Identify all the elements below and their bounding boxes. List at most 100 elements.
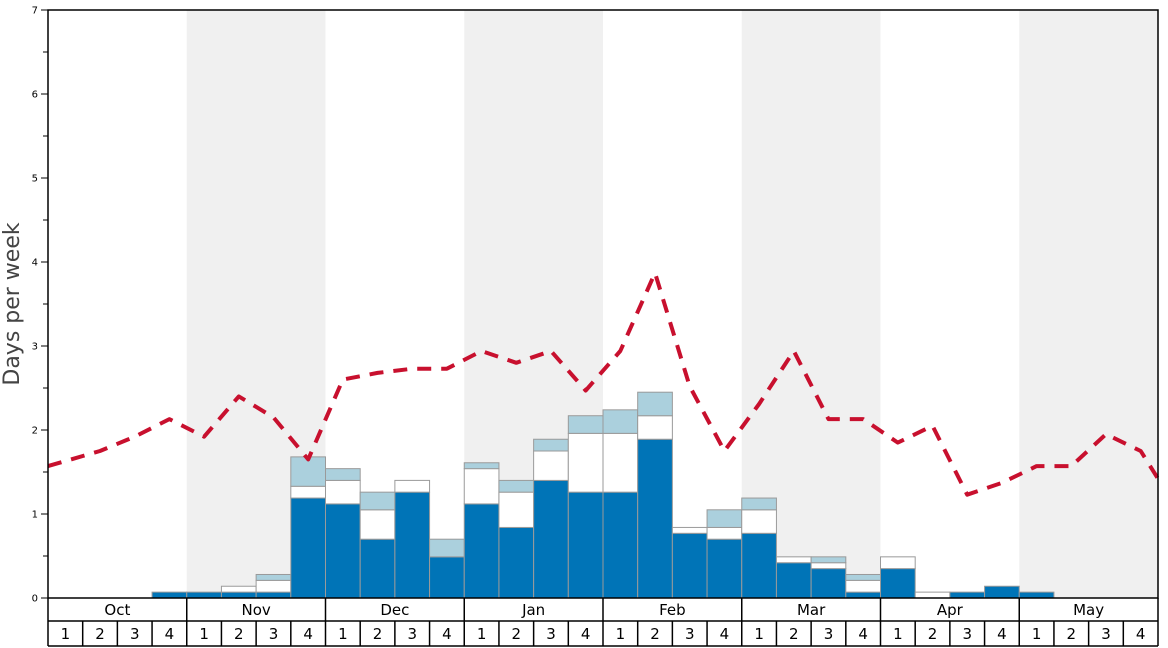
bar-segment <box>845 591 881 599</box>
week-label: 3 <box>546 625 556 643</box>
bar-segment <box>775 556 812 564</box>
week-label: 4 <box>997 625 1007 643</box>
y-tick-label: 1 <box>32 510 38 521</box>
week-label: 2 <box>650 625 660 643</box>
bar-segment <box>845 573 881 581</box>
bar-segment <box>741 509 777 534</box>
month-label-apr: Apr <box>937 601 964 619</box>
bar-segment <box>914 591 951 599</box>
week-label: 4 <box>581 625 591 643</box>
bar-segment <box>880 556 916 570</box>
bar-segment <box>290 497 326 599</box>
bar-segment <box>1018 591 1055 599</box>
bar-segment <box>533 450 569 481</box>
week-label: 2 <box>789 625 799 643</box>
week-label: 1 <box>754 625 764 643</box>
bar-segment <box>290 485 326 499</box>
bar-segment <box>567 491 604 599</box>
bar-segment <box>810 568 847 599</box>
bar-segment <box>706 526 743 540</box>
bar-segment <box>949 591 986 599</box>
week-label: 4 <box>858 625 868 643</box>
week-label: 3 <box>407 625 417 643</box>
y-tick-label: 2 <box>32 426 38 437</box>
bar-segment <box>706 538 743 599</box>
bar-segment <box>602 491 639 599</box>
bar-segment <box>325 468 361 481</box>
bar-segment <box>637 415 673 440</box>
month-label-oct: Oct <box>104 601 130 619</box>
bar-segment <box>845 579 881 593</box>
bar-segment <box>637 438 673 599</box>
y-tick-label: 4 <box>32 258 38 269</box>
y-tick-label: 6 <box>32 90 38 101</box>
bar-segment <box>810 556 847 564</box>
bar-segment <box>567 432 604 493</box>
bar-segment <box>984 585 1020 599</box>
bar-segment <box>775 562 812 599</box>
average-line-path <box>47 270 1160 497</box>
week-label: 4 <box>303 625 313 643</box>
bar-segment <box>671 526 708 534</box>
week-label: 3 <box>685 625 695 643</box>
week-label: 1 <box>616 625 626 643</box>
y-tick-label: 5 <box>32 174 38 185</box>
week-label: 2 <box>1067 625 1077 643</box>
bar-segment <box>671 532 708 599</box>
bar-segment <box>741 497 777 511</box>
bar-segment <box>602 432 639 493</box>
week-label: 3 <box>1101 625 1111 643</box>
week-label: 2 <box>928 625 938 643</box>
bar-segment <box>810 562 847 570</box>
y-tick-label: 3 <box>32 342 38 353</box>
month-label-mar: Mar <box>797 601 826 619</box>
bar-segment <box>255 591 292 599</box>
week-label: 3 <box>962 625 972 643</box>
bar-segment <box>151 591 188 599</box>
bar-segment <box>498 491 535 528</box>
week-label: 3 <box>269 625 279 643</box>
week-label: 1 <box>893 625 903 643</box>
week-label: 4 <box>1136 625 1146 643</box>
month-label-may: May <box>1073 601 1104 619</box>
month-shade-may <box>1019 10 1158 598</box>
y-axis: 0 1 2 3 4 5 6 7 <box>32 6 48 605</box>
week-label: 2 <box>512 625 522 643</box>
bar-segment <box>359 491 396 511</box>
bar-segment <box>567 415 604 434</box>
week-label: 2 <box>234 625 244 643</box>
bar-segment <box>498 479 535 493</box>
bar-segment <box>880 568 916 599</box>
month-label-nov: Nov <box>241 601 270 619</box>
month-shading <box>186 10 1158 598</box>
bar-segment <box>220 585 257 593</box>
bar-segment <box>359 509 396 540</box>
week-label: 1 <box>477 625 487 643</box>
bar-segment <box>290 456 326 487</box>
bar-segment <box>255 573 292 581</box>
bar-segment <box>394 479 431 493</box>
bar-segment <box>533 438 569 452</box>
month-label-jan: Jan <box>521 601 545 619</box>
bar-segment <box>463 462 500 470</box>
week-label: 1 <box>199 625 209 643</box>
week-label: 2 <box>373 625 383 643</box>
bar-segment <box>186 591 222 599</box>
month-label-dec: Dec <box>380 601 409 619</box>
week-label: 1 <box>61 625 71 643</box>
y-tick-label: 0 <box>32 594 38 605</box>
y-axis-title: Days per week <box>0 222 25 385</box>
week-label: 1 <box>1032 625 1042 643</box>
bar-segment <box>498 526 535 599</box>
bar-segment <box>637 391 673 417</box>
week-label: 3 <box>824 625 834 643</box>
bar-segment <box>394 491 431 599</box>
average-line <box>47 270 1160 497</box>
month-label-feb: Feb <box>659 601 686 619</box>
bar-segment <box>325 479 361 505</box>
stacked-bars <box>151 391 1055 599</box>
x-axis: Oct Nov Dec Jan Feb Mar Apr May 1 2 3 4 1 2 3 4 1 2 3 4 1 2 3 4… <box>47 598 1159 647</box>
bar-segment <box>706 509 743 528</box>
bar-segment <box>429 538 465 558</box>
